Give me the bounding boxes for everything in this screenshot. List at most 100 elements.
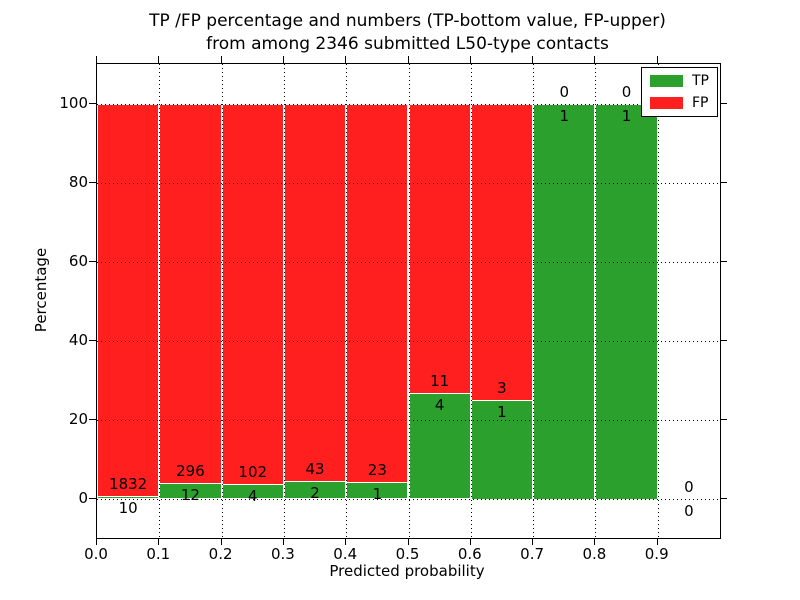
x-tick-bottom	[220, 538, 222, 545]
legend-entry-tp: TP	[650, 74, 709, 88]
x-tick-top	[407, 56, 409, 63]
y-tick-right	[720, 339, 727, 341]
tp-bar-segment	[595, 103, 658, 499]
y-tick-label: 80	[68, 172, 88, 191]
x-tick-label: 0.9	[644, 545, 669, 563]
x-tick-top	[532, 56, 534, 63]
x-tick-top	[594, 56, 596, 63]
y-gridline	[97, 419, 720, 421]
x-tick-bottom	[407, 538, 409, 545]
x-tick-top	[469, 56, 471, 63]
fp-legend-label: FP	[692, 95, 709, 111]
tp-count-label: 4	[247, 486, 258, 505]
x-tick-top	[656, 56, 658, 63]
chart-title: TP /FP percentage and numbers (TP-bottom…	[96, 10, 719, 56]
fp-count-label: 0	[621, 82, 632, 101]
x-gridline	[283, 64, 285, 538]
plot-area: TP FP 1832 10 296 12 102 4 43 2 23 1 11 4 3 1 0 1 0 1 0 0	[96, 63, 721, 539]
fp-count-label: 102	[238, 462, 268, 481]
fp-bar-segment	[283, 103, 347, 481]
x-axis-label: Predicted probability	[329, 562, 485, 580]
x-tick-bottom	[656, 538, 658, 545]
x-tick-top	[158, 56, 160, 63]
y-tick-right	[720, 260, 727, 262]
tp-bar-segment	[533, 103, 596, 499]
tp-count-label: 1	[621, 106, 632, 125]
tp-bar-segment	[97, 496, 160, 499]
tp-count-label: 4	[434, 396, 445, 415]
x-tick-bottom	[594, 538, 596, 545]
x-tick-top	[345, 56, 347, 63]
y-gridline	[97, 498, 720, 500]
y-tick-left	[89, 497, 96, 499]
y-tick-label: 100	[59, 93, 88, 112]
x-gridline	[533, 64, 535, 538]
fp-count-label: 0	[684, 477, 694, 496]
x-tick-bottom	[282, 538, 284, 545]
tp-count-label: 1	[497, 402, 507, 421]
tp-count-label: 0	[684, 501, 694, 520]
y-tick-left	[89, 102, 96, 104]
fp-count-label: 1832	[109, 475, 148, 494]
tp-count-label: 1	[372, 485, 383, 504]
tp-count-label: 1	[559, 106, 570, 125]
fp-count-label: 11	[430, 372, 450, 391]
x-tick-label: 0.6	[457, 545, 482, 563]
chart-title-line1: TP /FP percentage and numbers (TP-bottom…	[149, 11, 666, 31]
x-tick-bottom	[96, 538, 97, 545]
y-gridline	[97, 182, 720, 184]
x-tick-top	[220, 56, 222, 63]
x-gridline	[595, 64, 597, 538]
fp-count-label: 23	[367, 461, 387, 480]
legend: TP FP	[641, 67, 718, 117]
x-tick-top	[282, 56, 284, 63]
fp-bar-segment	[221, 103, 284, 484]
x-gridline	[159, 64, 161, 538]
legend-entry-fp: FP	[650, 96, 709, 110]
fp-bar-segment	[159, 103, 222, 484]
x-gridline	[657, 64, 659, 538]
x-tick-top	[96, 56, 97, 63]
x-tick-bottom	[158, 538, 160, 545]
y-tick-label: 60	[68, 251, 88, 270]
fp-count-label: 43	[305, 459, 325, 478]
x-gridline	[346, 64, 348, 538]
fp-bar-segment	[470, 103, 534, 400]
x-tick-label: 0.2	[208, 545, 233, 563]
y-tick-left	[89, 260, 96, 262]
fp-count-label: 3	[497, 378, 507, 397]
x-gridline	[408, 64, 410, 538]
fp-bar-segment	[346, 103, 409, 483]
tp-legend-swatch	[650, 75, 683, 87]
y-tick-left	[89, 339, 96, 341]
x-tick-label: 0.7	[520, 545, 545, 563]
y-tick-right	[720, 418, 727, 420]
y-tick-left	[89, 418, 96, 420]
y-tick-label: 0	[78, 488, 88, 507]
x-tick-label: 0.5	[395, 545, 420, 563]
fp-bar-segment	[97, 103, 160, 497]
y-tick-right	[720, 497, 727, 499]
x-tick-bottom	[469, 538, 471, 545]
x-gridline	[221, 64, 223, 538]
x-tick-bottom	[532, 538, 534, 545]
fp-bar-segment	[408, 103, 471, 394]
x-tick-label: 0.3	[270, 545, 295, 563]
x-tick-label: 0.1	[146, 545, 171, 563]
chart-title-line2: from among 2346 submitted L50-type conta…	[206, 34, 609, 54]
fp-count-label: 0	[559, 82, 570, 101]
x-gridline	[470, 64, 472, 538]
y-gridline	[97, 340, 720, 342]
tp-count-label: 10	[118, 499, 138, 518]
tp-legend-label: TP	[692, 73, 709, 89]
x-tick-label: 0.4	[333, 545, 358, 563]
y-tick-label: 40	[68, 330, 88, 349]
tp-count-label: 12	[180, 486, 200, 505]
y-tick-label: 20	[68, 409, 88, 428]
fp-legend-swatch	[650, 97, 683, 109]
y-tick-left	[89, 181, 96, 183]
tp-count-label: 2	[310, 483, 320, 502]
x-tick-bottom	[345, 538, 347, 545]
y-gridline	[97, 261, 720, 263]
